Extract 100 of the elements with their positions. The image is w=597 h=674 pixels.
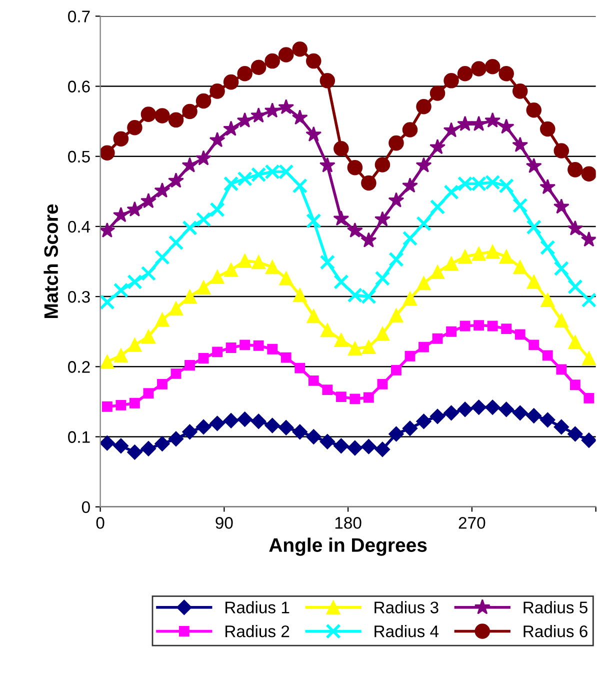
point bbox=[251, 414, 266, 429]
point bbox=[512, 84, 528, 99]
point bbox=[374, 157, 390, 172]
point bbox=[264, 102, 280, 118]
point bbox=[113, 282, 129, 298]
point bbox=[264, 418, 280, 434]
point bbox=[540, 240, 556, 256]
point bbox=[444, 73, 459, 88]
point bbox=[182, 424, 198, 440]
point bbox=[498, 118, 514, 134]
point bbox=[540, 178, 556, 194]
y-tick-label: 0.5 bbox=[68, 150, 90, 163]
point bbox=[402, 177, 418, 193]
legend-label: Radius 2 bbox=[226, 625, 290, 638]
point bbox=[485, 400, 500, 415]
point bbox=[361, 175, 376, 191]
point bbox=[444, 405, 459, 420]
point bbox=[584, 392, 594, 404]
point bbox=[416, 216, 432, 232]
x-axis-title: Angle in Degrees bbox=[269, 538, 427, 556]
point bbox=[430, 408, 446, 424]
point bbox=[346, 222, 363, 238]
point bbox=[554, 143, 570, 158]
point bbox=[350, 394, 360, 404]
point bbox=[237, 66, 252, 82]
point bbox=[210, 270, 224, 284]
point bbox=[113, 438, 129, 454]
point bbox=[280, 352, 292, 363]
legend-label: Radius 1 bbox=[226, 601, 290, 614]
point bbox=[568, 162, 583, 178]
point bbox=[128, 338, 142, 352]
point bbox=[528, 340, 540, 350]
point bbox=[472, 246, 486, 261]
y-tick-label: 0.1 bbox=[68, 431, 90, 443]
legend-label: Radius 4 bbox=[374, 625, 439, 638]
point bbox=[154, 182, 170, 198]
point bbox=[374, 442, 390, 457]
point bbox=[224, 262, 238, 277]
point bbox=[278, 47, 294, 62]
point bbox=[210, 84, 225, 99]
point bbox=[388, 252, 404, 268]
point bbox=[127, 120, 142, 136]
point bbox=[567, 220, 584, 236]
point bbox=[184, 360, 195, 370]
point bbox=[402, 122, 418, 138]
point bbox=[540, 412, 556, 428]
y-axis-title: Match Score bbox=[44, 204, 58, 318]
point bbox=[292, 178, 308, 194]
point bbox=[250, 60, 266, 75]
point bbox=[253, 340, 264, 351]
x-tick-label: 180 bbox=[335, 517, 362, 529]
point bbox=[484, 59, 500, 74]
point bbox=[513, 260, 528, 274]
point bbox=[127, 274, 142, 290]
point bbox=[102, 401, 112, 412]
point bbox=[542, 350, 553, 361]
point bbox=[278, 420, 294, 436]
point bbox=[100, 145, 115, 161]
point bbox=[306, 53, 322, 69]
point bbox=[210, 416, 225, 432]
point bbox=[126, 201, 143, 217]
point bbox=[334, 438, 349, 454]
point bbox=[432, 333, 443, 344]
point bbox=[376, 326, 390, 341]
point bbox=[347, 440, 363, 456]
point bbox=[196, 93, 212, 109]
point bbox=[306, 126, 322, 142]
point bbox=[319, 157, 336, 172]
point bbox=[182, 220, 198, 236]
point bbox=[487, 320, 498, 332]
point bbox=[457, 402, 473, 417]
point bbox=[556, 364, 567, 375]
point bbox=[484, 112, 501, 128]
point bbox=[499, 250, 514, 264]
point bbox=[460, 320, 470, 332]
point bbox=[361, 438, 376, 454]
point bbox=[320, 254, 336, 270]
point bbox=[501, 324, 512, 334]
point bbox=[155, 312, 170, 327]
point bbox=[416, 98, 432, 114]
point bbox=[223, 413, 239, 428]
legend-label: Radius 5 bbox=[524, 601, 588, 614]
point bbox=[416, 157, 432, 172]
point bbox=[140, 192, 156, 208]
point bbox=[554, 313, 568, 328]
point bbox=[486, 244, 500, 259]
point bbox=[430, 265, 444, 279]
point bbox=[540, 293, 555, 308]
point bbox=[526, 274, 541, 289]
point bbox=[223, 120, 240, 136]
point bbox=[140, 106, 156, 122]
point bbox=[100, 354, 114, 369]
point bbox=[238, 254, 252, 268]
point bbox=[471, 61, 486, 76]
point bbox=[402, 230, 418, 246]
legend-label: Radius 6 bbox=[524, 625, 588, 638]
point bbox=[279, 271, 294, 286]
point bbox=[116, 400, 126, 410]
point bbox=[458, 250, 472, 264]
point bbox=[446, 326, 456, 337]
